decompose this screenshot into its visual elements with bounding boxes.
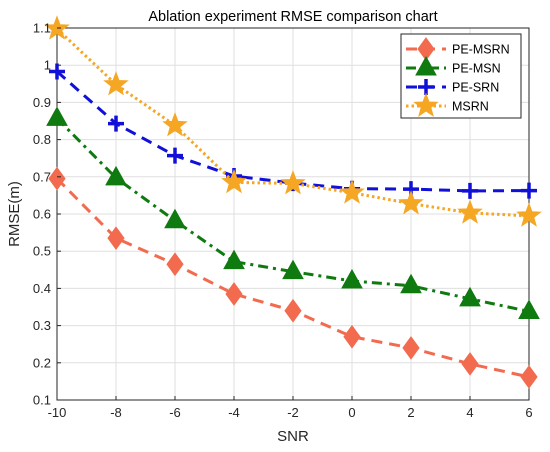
y-tick-label: 0.2 <box>33 355 51 370</box>
y-tick-label: 0.5 <box>33 244 51 259</box>
legend: PE-MSRN PE-MSN PE-SRN MSRN <box>400 33 522 119</box>
data-point <box>108 115 124 132</box>
data-point <box>402 336 420 360</box>
x-tick-label: 2 <box>407 405 414 420</box>
series-line <box>55 117 530 313</box>
y-tick-label: 0.4 <box>33 281 51 296</box>
series-pe-msn <box>46 106 540 319</box>
y-axis-label: RMSE(m) <box>6 181 23 247</box>
data-point <box>107 226 125 251</box>
y-tick-label: 0.3 <box>33 318 51 333</box>
x-tick-label: -6 <box>169 405 181 420</box>
data-point <box>521 182 537 199</box>
data-point <box>341 268 363 289</box>
data-point <box>103 71 129 96</box>
data-point <box>49 63 65 80</box>
data-point <box>46 106 68 126</box>
data-point <box>398 190 424 215</box>
data-point <box>166 252 184 277</box>
data-point <box>343 324 361 349</box>
data-point <box>518 299 540 319</box>
legend-label: PE-SRN <box>452 81 499 95</box>
legend-marker <box>418 79 434 95</box>
y-tick-label: 1 <box>44 58 51 73</box>
series-layer <box>44 15 542 389</box>
x-tick-label: 4 <box>466 405 473 420</box>
data-point <box>221 168 247 194</box>
legend-label: PE-MSRN <box>452 43 510 57</box>
y-tick-label: 0.8 <box>33 132 51 147</box>
legend-item: PE-SRN <box>406 79 499 95</box>
x-axis-label: SNR <box>277 428 309 445</box>
legend-item: PE-MSN <box>406 55 501 76</box>
y-tick-label: 0.6 <box>33 207 51 222</box>
x-tick-label: -4 <box>228 405 240 420</box>
legend-marker <box>415 55 437 76</box>
legend-label: PE-MSN <box>452 62 501 76</box>
data-point <box>457 199 483 224</box>
data-point <box>280 170 306 195</box>
legend-label: MSRN <box>452 100 489 114</box>
data-point <box>164 208 186 229</box>
x-tick-label: -2 <box>287 405 299 420</box>
x-tick-label: -8 <box>110 405 122 420</box>
data-point <box>462 182 478 199</box>
data-point <box>459 286 481 307</box>
y-tick-label: 1.1 <box>33 21 51 36</box>
y-tick-label: 0.1 <box>33 393 51 408</box>
data-point <box>400 273 422 294</box>
data-point <box>282 259 304 280</box>
series-line <box>55 27 530 218</box>
legend-item: MSRN <box>406 92 489 117</box>
y-tick-label: 0.7 <box>33 169 51 184</box>
legend-items: PE-MSRN PE-MSN PE-SRN MSRN <box>406 37 510 117</box>
grid-layer <box>56 27 530 401</box>
chart-title: Ablation experiment RMSE comparison char… <box>148 9 437 25</box>
legend-item: PE-MSRN <box>406 37 510 61</box>
data-point <box>339 179 365 204</box>
data-point <box>223 249 245 270</box>
data-point <box>105 165 127 186</box>
tick-layer: -10 -8 -6 -4 -2 0 2 4 6 0.1 0.2 0.3 0.4 0.5 0.6 0.7 0.8 0… <box>33 21 533 421</box>
data-point <box>162 112 188 137</box>
data-point <box>225 282 243 306</box>
y-tick-label: 0.9 <box>33 95 51 110</box>
data-point <box>461 352 479 376</box>
legend-marker <box>413 92 439 117</box>
x-tick-label: 6 <box>525 405 532 420</box>
data-point <box>48 166 66 191</box>
data-point <box>284 298 302 323</box>
x-tick-label: 0 <box>348 405 355 420</box>
data-point <box>167 147 183 164</box>
series-pe-msrn <box>48 166 538 389</box>
data-point <box>520 365 538 389</box>
x-tick-label: -10 <box>48 405 67 420</box>
data-point <box>516 202 542 227</box>
